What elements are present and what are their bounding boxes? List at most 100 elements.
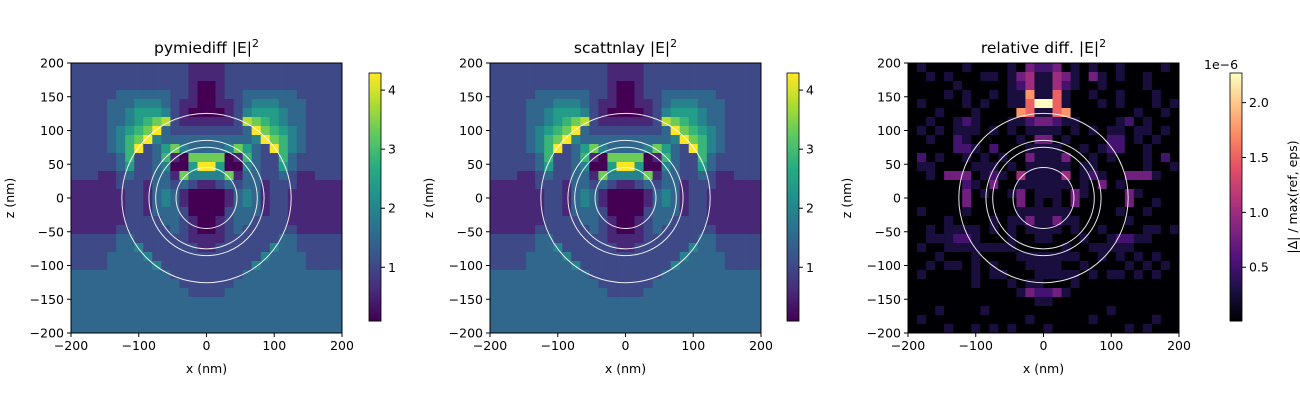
heatmap-cell	[917, 243, 927, 253]
heatmap-cell	[670, 72, 681, 82]
colorbar-gradient-step	[1230, 231, 1242, 234]
heatmap-cell	[508, 324, 518, 334]
heatmap-cell	[197, 234, 207, 244]
heatmap-cell	[1169, 63, 1180, 73]
heatmap-cell	[98, 126, 108, 136]
heatmap-cell	[562, 324, 572, 334]
heatmap-cell	[1079, 252, 1090, 262]
heatmap-cell	[125, 216, 135, 226]
heatmap-cell	[152, 270, 162, 280]
heatmap-cell	[1007, 252, 1017, 262]
heatmap-cell	[697, 99, 708, 109]
heatmap-cell	[80, 315, 90, 325]
y-tick-label: 50	[467, 157, 483, 172]
heatmap-cell	[1088, 288, 1099, 298]
heatmap-cell	[1106, 279, 1117, 289]
shell-boundary-circle	[985, 139, 1102, 257]
colorbar-gradient-step	[787, 191, 799, 194]
heatmap-cell	[143, 252, 153, 262]
heatmap-cell	[224, 108, 234, 118]
heatmap-cell	[296, 243, 307, 253]
heatmap-cell	[526, 72, 536, 82]
heatmap-cell	[724, 99, 735, 109]
heatmap-cell	[562, 162, 572, 172]
heatmap-cell	[1043, 135, 1053, 145]
heatmap-cell	[1007, 72, 1017, 82]
heatmap-cell	[1169, 279, 1180, 289]
heatmap-cell	[962, 279, 972, 289]
heatmap-cell	[197, 216, 207, 226]
heatmap-cell	[278, 279, 289, 289]
heatmap-cell	[314, 306, 325, 316]
colorbar-gradient-step	[787, 233, 799, 236]
heatmap-cell	[1142, 135, 1153, 145]
heatmap-cell	[1079, 288, 1090, 298]
heatmap-cell	[724, 162, 735, 172]
heatmap-cell	[517, 90, 527, 100]
heatmap-cell	[517, 225, 527, 235]
heatmap-cell	[926, 81, 936, 91]
heatmap-cell	[224, 189, 234, 199]
heatmap-cell	[1124, 117, 1135, 127]
heatmap-cell	[251, 153, 262, 163]
heatmap-cell	[562, 234, 572, 244]
heatmap-cell	[697, 72, 708, 82]
heatmap-cell	[935, 72, 945, 82]
heatmap-cell	[971, 153, 981, 163]
heatmap-cell	[1070, 297, 1081, 307]
heatmap-cell	[661, 117, 672, 127]
colorbar-gradient-step	[369, 135, 381, 138]
heatmap-cell	[625, 81, 635, 91]
heatmap-cell	[616, 162, 626, 172]
heatmap-cell	[544, 297, 554, 307]
heatmap-cell	[1115, 252, 1126, 262]
colorbar-gradient-step	[1230, 75, 1242, 78]
heatmap-cell	[499, 117, 509, 127]
heatmap-cell	[260, 324, 271, 334]
heatmap-cell	[1133, 126, 1144, 136]
heatmap-cell	[152, 324, 162, 334]
x-axis-label: x (nm)	[605, 361, 646, 376]
heatmap-cell	[553, 180, 563, 190]
heatmap-cell	[971, 315, 981, 325]
heatmap-cell	[134, 108, 144, 118]
heatmap-cell	[908, 252, 918, 262]
heatmap-cell	[1133, 324, 1144, 334]
heatmap-cell	[332, 153, 343, 163]
heatmap-cell	[80, 189, 90, 199]
heatmap-cell	[935, 153, 945, 163]
heatmap-cell	[1061, 126, 1071, 136]
heatmap-cell	[1142, 81, 1153, 91]
heatmap-cell	[553, 99, 563, 109]
heatmap-cell	[589, 234, 599, 244]
heatmap-cell	[580, 270, 590, 280]
colorbar-gradient-step	[1230, 145, 1242, 148]
heatmap-cell	[1052, 198, 1062, 208]
heatmap-cell	[661, 171, 672, 181]
heatmap-cell	[1025, 216, 1035, 226]
heatmap-cell	[134, 297, 144, 307]
heatmap-cell	[589, 270, 599, 280]
heatmap-cell	[944, 225, 954, 235]
heatmap-cell	[80, 63, 90, 73]
x-tick-label: −100	[959, 338, 993, 353]
heatmap-cell	[161, 108, 171, 118]
heatmap-cell	[242, 198, 253, 208]
heatmap-cell	[926, 135, 936, 145]
heatmap-cell	[490, 162, 500, 172]
heatmap-cell	[607, 90, 617, 100]
heatmap-cell	[1052, 81, 1062, 91]
colorbar-gradient-step	[787, 187, 799, 190]
heatmap-cell	[242, 99, 253, 109]
heatmap-cell	[625, 90, 635, 100]
heatmap-cell	[1115, 270, 1126, 280]
heatmap-cell	[1133, 288, 1144, 298]
heatmap-cell	[233, 252, 244, 262]
heatmap-cell	[197, 252, 207, 262]
heatmap-cell	[71, 225, 81, 235]
heatmap-cell	[179, 243, 189, 253]
heatmap-cell	[251, 171, 262, 181]
heatmap-cell	[215, 153, 225, 163]
colorbar-gradient-step	[369, 273, 381, 276]
